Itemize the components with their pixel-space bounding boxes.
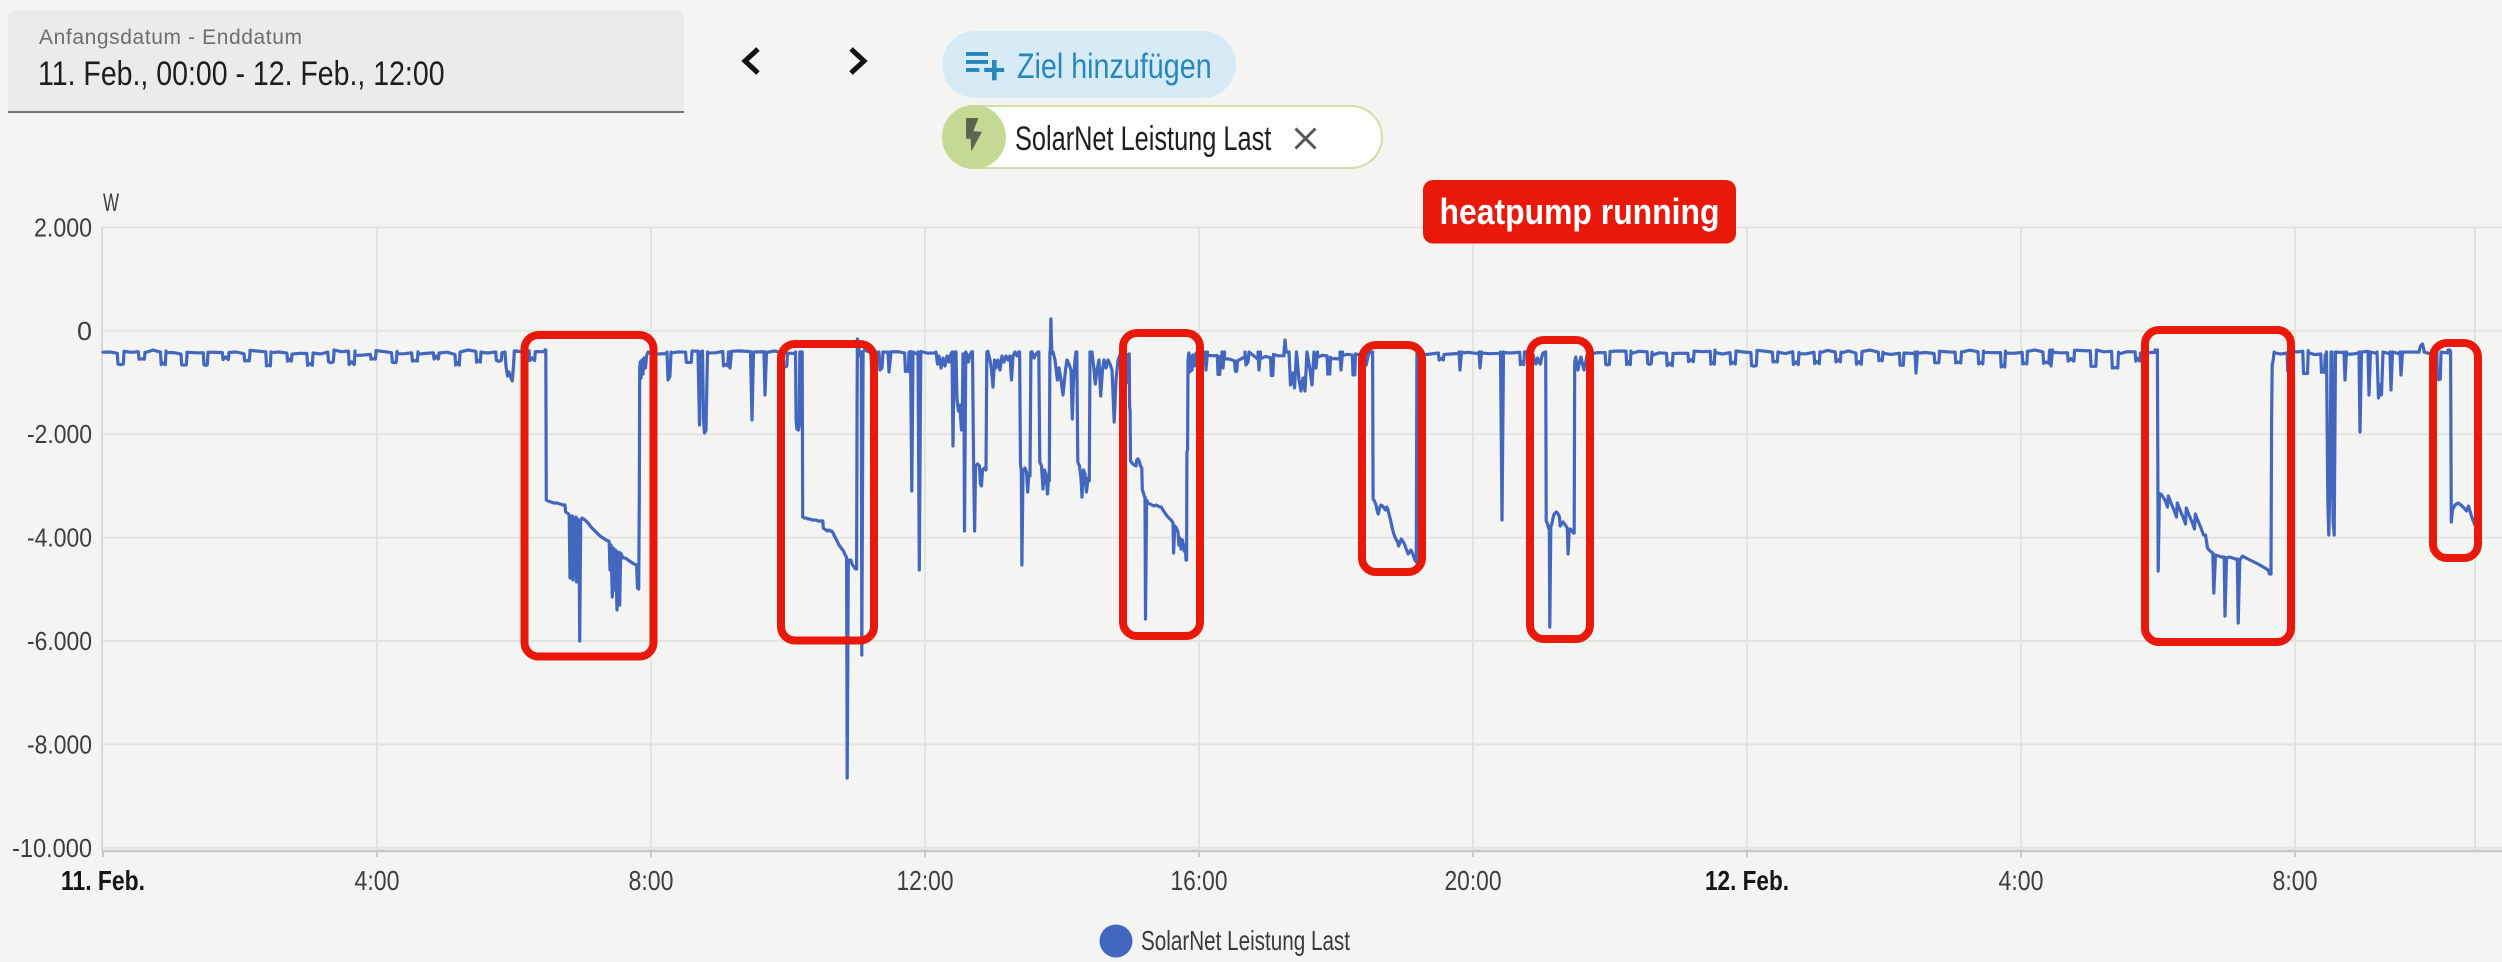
svg-text:20:00: 20:00 [1445, 865, 1502, 896]
svg-text:16:00: 16:00 [1171, 865, 1228, 896]
svg-text:4:00: 4:00 [1999, 865, 2044, 896]
svg-text:heatpump running: heatpump running [1440, 191, 1720, 232]
svg-text:8:00: 8:00 [2273, 865, 2318, 896]
svg-text:2.000: 2.000 [34, 212, 92, 242]
svg-text:SolarNet Leistung Last: SolarNet Leistung Last [1141, 925, 1350, 956]
svg-text:8:00: 8:00 [629, 865, 674, 896]
svg-text:12:00: 12:00 [897, 865, 954, 896]
svg-text:W: W [103, 189, 119, 217]
svg-text:-8.000: -8.000 [27, 729, 92, 759]
svg-text:0: 0 [77, 316, 92, 346]
svg-text:-10.000: -10.000 [12, 833, 92, 863]
svg-text:-6.000: -6.000 [27, 626, 92, 656]
svg-text:4:00: 4:00 [355, 865, 400, 896]
svg-text:11. Feb.: 11. Feb. [61, 865, 145, 896]
svg-text:-4.000: -4.000 [27, 523, 92, 553]
svg-text:12. Feb.: 12. Feb. [1705, 865, 1789, 896]
svg-text:-2.000: -2.000 [27, 419, 92, 449]
